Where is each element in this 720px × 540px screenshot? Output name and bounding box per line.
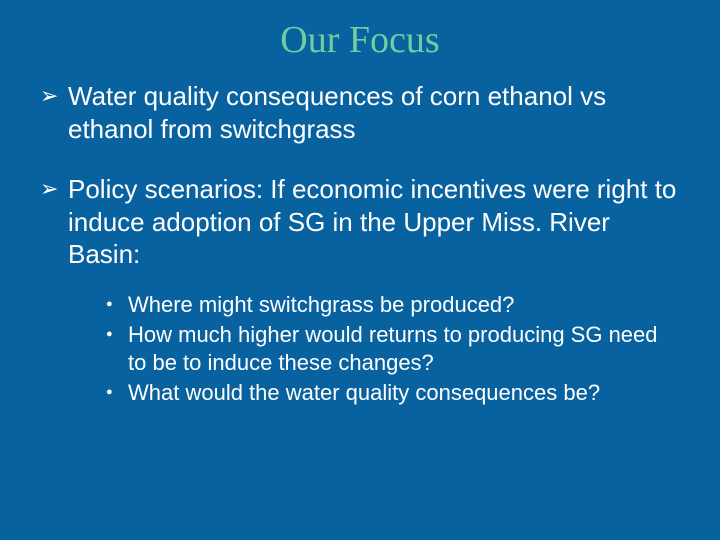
- sub-bullet-text: How much higher would returns to produci…: [128, 322, 658, 375]
- sub-bullet-item: Where might switchgrass be produced?: [102, 291, 680, 319]
- bullet-item: Policy scenarios: If economic incentives…: [40, 173, 680, 407]
- bullet-text: Policy scenarios: If economic incentives…: [68, 174, 676, 269]
- sub-bullet-item: What would the water quality consequence…: [102, 379, 680, 407]
- bullet-list-level1: Water quality consequences of corn ethan…: [40, 80, 680, 407]
- bullet-list-level2: Where might switchgrass be produced? How…: [102, 291, 680, 408]
- bullet-text: Water quality consequences of corn ethan…: [68, 81, 606, 144]
- sub-bullet-text: What would the water quality consequence…: [128, 380, 600, 405]
- bullet-item: Water quality consequences of corn ethan…: [40, 80, 680, 145]
- slide-title: Our Focus: [40, 18, 680, 62]
- sub-bullet-item: How much higher would returns to produci…: [102, 321, 680, 377]
- sub-bullet-text: Where might switchgrass be produced?: [128, 292, 514, 317]
